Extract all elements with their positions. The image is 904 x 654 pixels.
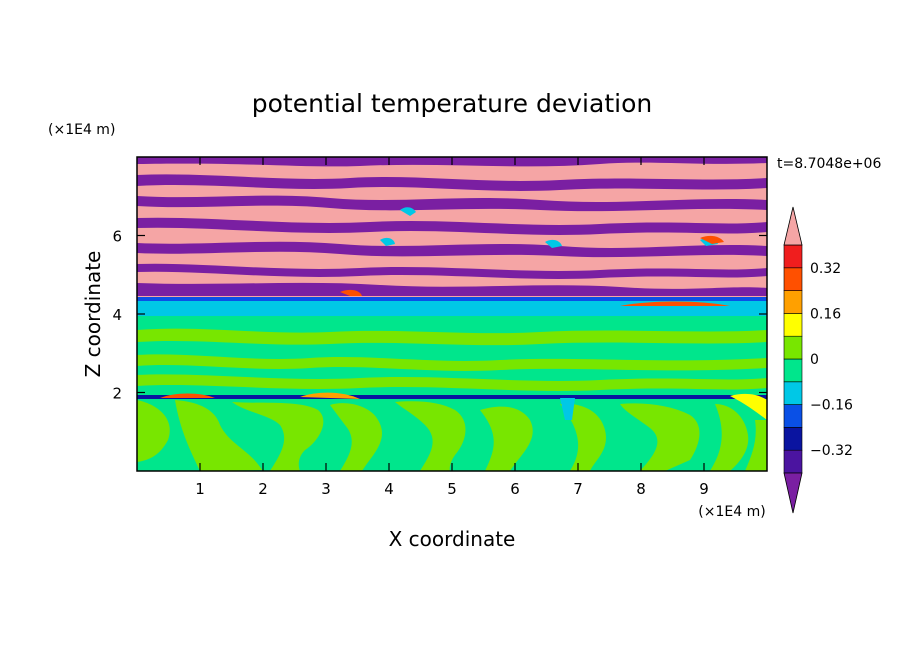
colorbar-max-extension <box>783 206 803 246</box>
colorbar-segment <box>783 427 803 451</box>
y-axis: 2 4 6 <box>112 228 767 403</box>
colorbar-segment <box>783 335 803 360</box>
lower-layer-cells <box>137 400 767 471</box>
colorbar-segment <box>783 404 803 428</box>
x-axis-label: X coordinate <box>389 527 516 551</box>
colorbar-segment <box>783 290 803 314</box>
stable-band-edge <box>137 296 767 301</box>
x-tick-label: 9 <box>699 480 709 498</box>
middle-layer-streaks <box>137 328 767 391</box>
x-axis: 1 2 3 4 5 6 7 8 9 <box>195 157 709 498</box>
x-tick-label: 2 <box>258 480 268 498</box>
interface-warm-patch-1 <box>160 393 215 398</box>
y-unit-label: (×1E4 m) <box>48 122 115 138</box>
colorbar-tick-label: 0.32 <box>810 261 841 277</box>
colorbar-tick-label: −0.16 <box>810 398 853 414</box>
colorbar-segment <box>783 358 803 383</box>
time-label: t=8.7048e+06 <box>777 156 881 172</box>
x-tick-label: 8 <box>636 480 646 498</box>
colorbar-segment <box>783 381 803 405</box>
x-unit-label: (×1E4 m) <box>698 504 765 520</box>
colorbar-segment <box>783 267 803 291</box>
x-tick-label: 1 <box>195 480 205 498</box>
colorbar-tick-label: 0.16 <box>810 306 841 322</box>
contour-field <box>137 157 767 471</box>
x-tick-label: 5 <box>447 480 457 498</box>
interface-line <box>137 395 767 399</box>
chart-title: potential temperature deviation <box>252 89 652 118</box>
interface-cold-plume <box>560 398 575 420</box>
y-tick-label: 2 <box>112 385 122 403</box>
x-tick-label: 6 <box>510 480 520 498</box>
x-tick-label: 4 <box>384 480 394 498</box>
colorbar-segment <box>783 449 803 474</box>
upper-layer-warm-filaments <box>340 235 724 296</box>
colorbar-segment <box>783 313 803 337</box>
x-tick-label: 7 <box>573 480 583 498</box>
upper-layer-cold-bands <box>137 157 767 296</box>
colorbar: 0.32 0.16 0 −0.16 −0.32 <box>783 206 853 514</box>
y-axis-label: Z coordinate <box>81 251 105 378</box>
colorbar-tick-label: 0 <box>810 352 819 368</box>
stable-band-warm-patch <box>620 301 730 306</box>
interface-warm-patch-2 <box>300 392 360 399</box>
y-tick-label: 6 <box>112 228 122 246</box>
colorbar-segment <box>783 244 803 269</box>
stable-band <box>137 300 767 316</box>
colorbar-tick-label: −0.32 <box>810 443 853 459</box>
colorbar-min-extension <box>783 472 803 514</box>
x-tick-label: 3 <box>321 480 331 498</box>
interface-warm-patch-3 <box>730 393 767 420</box>
y-tick-label: 4 <box>112 306 122 324</box>
